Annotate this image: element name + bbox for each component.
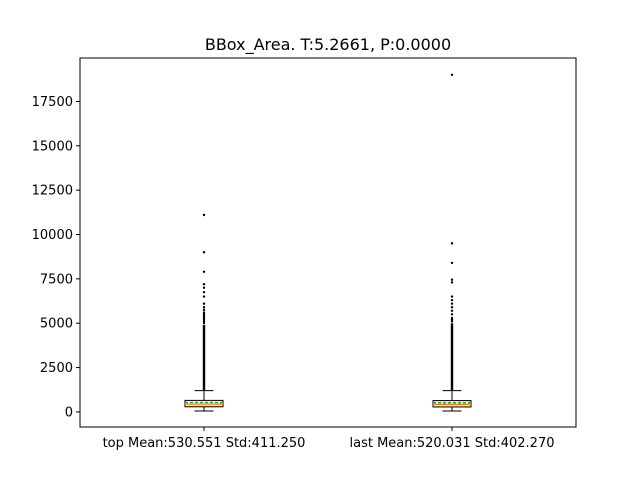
outlier-dense-streak bbox=[450, 323, 454, 391]
x-tick-label: last Mean:520.031 Std:402.270 bbox=[349, 436, 554, 451]
plot-frame bbox=[79, 57, 577, 428]
outlier-point bbox=[202, 322, 206, 325]
outlier-point bbox=[202, 313, 206, 316]
outlier-point bbox=[450, 302, 454, 305]
outlier-point bbox=[450, 298, 454, 302]
outlier-point bbox=[450, 278, 454, 281]
outlier-point bbox=[450, 309, 454, 313]
outlier-point bbox=[202, 270, 206, 273]
x-tick-label: top Mean:530.551 Std:411.250 bbox=[103, 436, 306, 451]
outlier-point bbox=[202, 311, 206, 314]
outlier-point bbox=[450, 306, 454, 309]
outlier-point bbox=[450, 313, 454, 316]
outlier-point bbox=[202, 308, 206, 312]
outlier-point bbox=[450, 73, 454, 77]
outlier-point bbox=[450, 320, 454, 323]
outlier-point bbox=[202, 314, 206, 318]
outlier-point bbox=[450, 261, 454, 265]
outlier-point bbox=[450, 295, 454, 298]
y-tick-label: 5000 bbox=[40, 317, 73, 332]
outlier-point bbox=[202, 286, 206, 289]
y-tick-label: 17500 bbox=[32, 95, 73, 110]
axes: 0 2500 5000 7500 10000 12500 15000 17500 top Mea… bbox=[32, 95, 555, 451]
outlier-point bbox=[202, 290, 206, 294]
outlier-point bbox=[450, 242, 454, 245]
outlier-point bbox=[202, 251, 206, 254]
outlier-point bbox=[202, 316, 206, 320]
outlier-point bbox=[202, 295, 206, 298]
outlier-point bbox=[450, 318, 454, 321]
outlier-point bbox=[202, 318, 206, 321]
outlier-dense-streak bbox=[202, 324, 206, 391]
outlier-point bbox=[202, 302, 206, 305]
y-tick-label: 12500 bbox=[32, 184, 73, 199]
outlier-point bbox=[450, 316, 454, 320]
outlier-point bbox=[202, 306, 206, 309]
y-tick-label: 10000 bbox=[32, 228, 73, 243]
y-tick-label: 7500 bbox=[40, 272, 73, 287]
plot-area bbox=[184, 73, 472, 412]
y-tick-label: 0 bbox=[65, 405, 73, 420]
y-tick-label: 15000 bbox=[32, 139, 73, 154]
outlier-point bbox=[450, 281, 454, 284]
box-1 bbox=[184, 213, 224, 412]
box-2 bbox=[432, 73, 472, 412]
outlier-point bbox=[202, 282, 206, 286]
y-tick-label: 2500 bbox=[40, 361, 73, 376]
outlier-point bbox=[202, 213, 206, 217]
outlier-point bbox=[202, 320, 206, 323]
chart-title: BBox_Area. T:5.2661, P:0.0000 bbox=[205, 35, 451, 55]
